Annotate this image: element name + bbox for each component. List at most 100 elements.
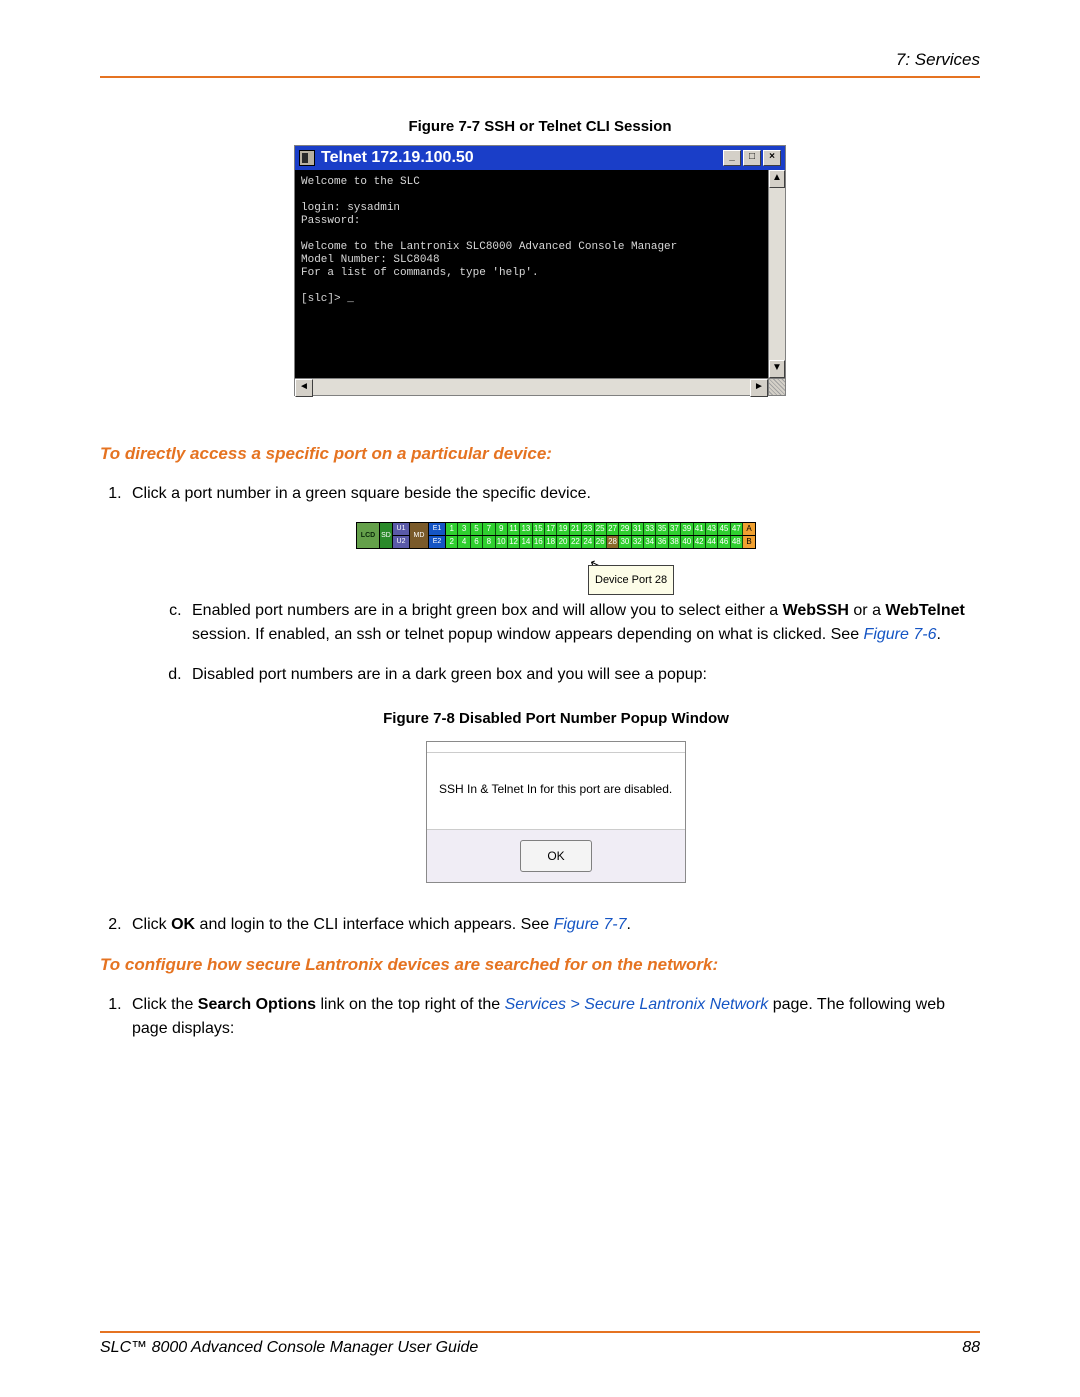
port-12[interactable]: 12 bbox=[508, 536, 520, 548]
port-20[interactable]: 20 bbox=[557, 536, 569, 548]
port-41[interactable]: 41 bbox=[694, 523, 706, 535]
substep-d: Disabled port numbers are in a dark gree… bbox=[186, 663, 980, 687]
step-1: Click a port number in a green square be… bbox=[126, 482, 980, 883]
port-14[interactable]: 14 bbox=[520, 536, 532, 548]
ok-button[interactable]: OK bbox=[520, 840, 592, 872]
scroll-v-track[interactable] bbox=[769, 188, 785, 360]
vertical-scrollbar[interactable]: ▲ ▼ bbox=[768, 170, 785, 378]
port-16[interactable]: 16 bbox=[533, 536, 545, 548]
port-21[interactable]: 21 bbox=[570, 523, 582, 535]
port-38[interactable]: 38 bbox=[669, 536, 681, 548]
port-43[interactable]: 43 bbox=[706, 523, 718, 535]
text-bold: WebTelnet bbox=[885, 602, 964, 619]
window-minimize-button[interactable]: _ bbox=[723, 150, 741, 166]
port-35[interactable]: 35 bbox=[656, 523, 668, 535]
md-block: MD bbox=[410, 523, 429, 548]
link-figure-7-6[interactable]: Figure 7-6 bbox=[864, 626, 937, 643]
port-11[interactable]: 11 bbox=[508, 523, 520, 535]
step-2: Click OK and login to the CLI interface … bbox=[126, 913, 980, 937]
port-31[interactable]: 31 bbox=[632, 523, 644, 535]
e1-block: E1 bbox=[429, 523, 445, 535]
port-32[interactable]: 32 bbox=[632, 536, 644, 548]
port-36[interactable]: 36 bbox=[656, 536, 668, 548]
resize-grip[interactable] bbox=[768, 379, 785, 395]
port-25[interactable]: 25 bbox=[595, 523, 607, 535]
text: . bbox=[626, 916, 630, 933]
link-figure-7-7[interactable]: Figure 7-7 bbox=[554, 916, 627, 933]
port-48[interactable]: 48 bbox=[731, 536, 743, 548]
scroll-h-track[interactable] bbox=[313, 379, 750, 395]
port-grid[interactable]: 1357911131517192123252729313335373941434… bbox=[446, 523, 743, 548]
footer-rule bbox=[100, 1331, 980, 1333]
u2-block: U2 bbox=[393, 535, 409, 548]
port-29[interactable]: 29 bbox=[619, 523, 631, 535]
port-8[interactable]: 8 bbox=[483, 536, 495, 548]
footer-title: SLC™ 8000 Advanced Console Manager User … bbox=[100, 1339, 478, 1357]
port-24[interactable]: 24 bbox=[582, 536, 594, 548]
port-6[interactable]: 6 bbox=[471, 536, 483, 548]
port-10[interactable]: 10 bbox=[496, 536, 508, 548]
port-13[interactable]: 13 bbox=[520, 523, 532, 535]
text: link on the top right of the bbox=[316, 996, 505, 1013]
text-bold: OK bbox=[171, 916, 195, 933]
heading-direct-access: To directly access a specific port on a … bbox=[100, 444, 980, 464]
text: and login to the CLI interface which app… bbox=[195, 916, 553, 933]
text: . bbox=[936, 626, 940, 643]
window-close-button[interactable]: × bbox=[763, 150, 781, 166]
figure-7-7-caption: Figure 7-7 SSH or Telnet CLI Session bbox=[100, 118, 980, 135]
horizontal-scrollbar[interactable]: ◄ ► bbox=[295, 378, 785, 395]
port-1[interactable]: 1 bbox=[446, 523, 458, 535]
u1-block: U1 bbox=[393, 523, 409, 535]
telnet-title-text: Telnet 172.19.100.50 bbox=[321, 149, 474, 167]
port-26[interactable]: 26 bbox=[595, 536, 607, 548]
port-15[interactable]: 15 bbox=[533, 523, 545, 535]
link-services-page[interactable]: Services > Secure Lantronix Network bbox=[505, 996, 769, 1013]
port-47[interactable]: 47 bbox=[731, 523, 743, 535]
window-maximize-button[interactable]: □ bbox=[743, 150, 761, 166]
port-28[interactable]: 28 bbox=[607, 536, 619, 548]
figure-7-8-caption: Figure 7-8 Disabled Port Number Popup Wi… bbox=[132, 707, 980, 731]
port-3[interactable]: 3 bbox=[458, 523, 470, 535]
port-9[interactable]: 9 bbox=[496, 523, 508, 535]
heading-configure: To configure how secure Lantronix device… bbox=[100, 955, 980, 975]
scroll-left-button[interactable]: ◄ bbox=[295, 379, 313, 397]
popup-figure: SSH In & Telnet In for this port are dis… bbox=[426, 741, 686, 883]
text-bold: WebSSH bbox=[783, 602, 849, 619]
port-19[interactable]: 19 bbox=[557, 523, 569, 535]
a-block: A bbox=[743, 523, 755, 535]
configure-step-1: Click the Search Options link on the top… bbox=[126, 993, 980, 1041]
port-42[interactable]: 42 bbox=[694, 536, 706, 548]
telnet-titlebar: Telnet 172.19.100.50 _ □ × bbox=[295, 146, 785, 170]
port-27[interactable]: 27 bbox=[607, 523, 619, 535]
port-39[interactable]: 39 bbox=[681, 523, 693, 535]
scroll-right-button[interactable]: ► bbox=[750, 379, 768, 397]
scroll-up-button[interactable]: ▲ bbox=[769, 170, 785, 188]
port-22[interactable]: 22 bbox=[570, 536, 582, 548]
text: Enabled port numbers are in a bright gre… bbox=[192, 602, 783, 619]
port-23[interactable]: 23 bbox=[582, 523, 594, 535]
page-footer: SLC™ 8000 Advanced Console Manager User … bbox=[100, 1331, 980, 1357]
port-46[interactable]: 46 bbox=[718, 536, 730, 548]
port-33[interactable]: 33 bbox=[644, 523, 656, 535]
port-30[interactable]: 30 bbox=[619, 536, 631, 548]
port-selector-figure: LCD SD U1 U2 MD E1 E2 135791113151719212… bbox=[356, 522, 756, 549]
port-tooltip: Device Port 28 bbox=[588, 565, 674, 595]
port-18[interactable]: 18 bbox=[545, 536, 557, 548]
port-7[interactable]: 7 bbox=[483, 523, 495, 535]
port-4[interactable]: 4 bbox=[458, 536, 470, 548]
port-34[interactable]: 34 bbox=[644, 536, 656, 548]
telnet-console: Welcome to the SLC login: sysadmin Passw… bbox=[295, 170, 768, 378]
lcd-block: LCD bbox=[357, 523, 380, 548]
popup-message: SSH In & Telnet In for this port are dis… bbox=[427, 753, 685, 829]
port-17[interactable]: 17 bbox=[545, 523, 557, 535]
port-40[interactable]: 40 bbox=[681, 536, 693, 548]
scroll-down-button[interactable]: ▼ bbox=[769, 360, 785, 378]
text: session. If enabled, an ssh or telnet po… bbox=[192, 626, 864, 643]
footer-page-number: 88 bbox=[962, 1339, 980, 1357]
port-45[interactable]: 45 bbox=[718, 523, 730, 535]
port-37[interactable]: 37 bbox=[669, 523, 681, 535]
port-5[interactable]: 5 bbox=[471, 523, 483, 535]
text-bold: Search Options bbox=[198, 996, 316, 1013]
port-2[interactable]: 2 bbox=[446, 536, 458, 548]
port-44[interactable]: 44 bbox=[706, 536, 718, 548]
